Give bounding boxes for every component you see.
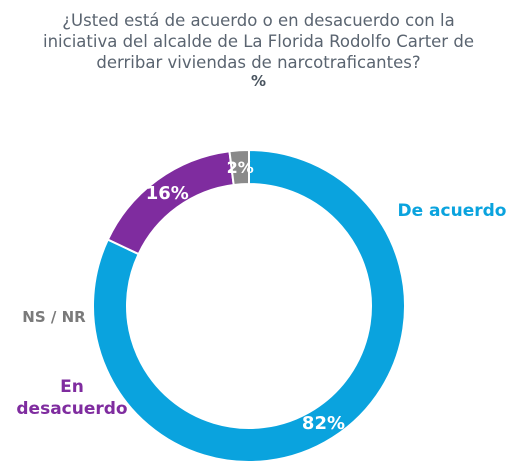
- slice-category-label-line: De acuerdo: [398, 201, 507, 221]
- slice-value-label: 2%: [227, 158, 254, 177]
- slice-category-label-line: En: [60, 377, 84, 397]
- slice-category-label: De acuerdo: [398, 201, 507, 221]
- slice-value-label: 82%: [302, 413, 345, 434]
- slice-category-label: NS / NR: [22, 308, 86, 326]
- slice-category-label-line: NS / NR: [22, 308, 86, 326]
- slice-category-label-line: desacuerdo: [16, 399, 127, 419]
- slice-value-label: 16%: [146, 183, 189, 204]
- slice-category-label: En desacuerdo: [16, 377, 127, 419]
